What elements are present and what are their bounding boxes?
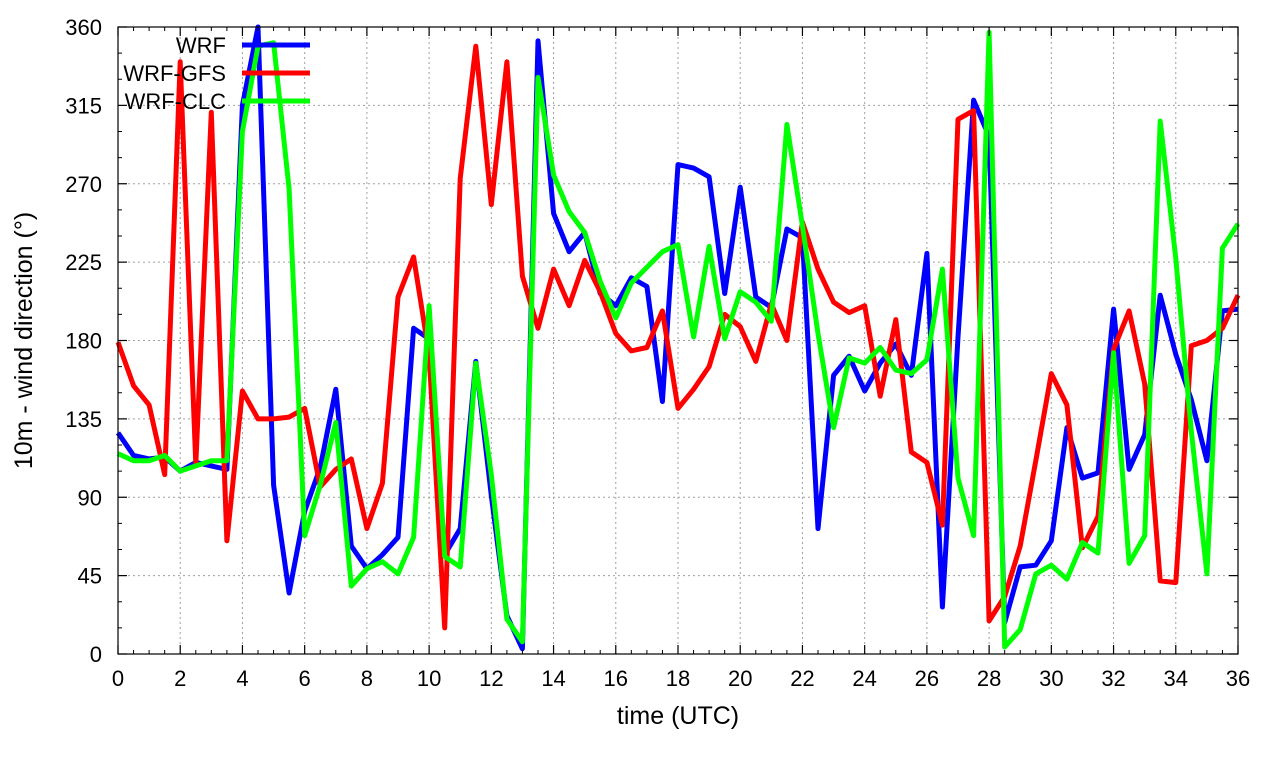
x-tick-label: 10 xyxy=(417,666,441,691)
x-axis-title: time (UTC) xyxy=(617,702,739,730)
x-tick-label: 6 xyxy=(299,666,311,691)
y-axis-title: 10m - wind direction (°) xyxy=(10,212,38,469)
y-tick-label: 225 xyxy=(65,250,102,275)
y-axis-ticks: 0 45 90 135 180 225 270 315 360 xyxy=(65,15,1238,667)
x-tick-label: 18 xyxy=(666,666,690,691)
legend: WRF WRF-GFS WRF-CLC xyxy=(123,33,310,114)
x-tick-label: 36 xyxy=(1226,666,1250,691)
x-tick-label: 20 xyxy=(728,666,752,691)
x-tick-label: 34 xyxy=(1164,666,1188,691)
x-tick-label: 26 xyxy=(915,666,939,691)
y-tick-label: 90 xyxy=(78,485,102,510)
x-tick-label: 32 xyxy=(1101,666,1125,691)
x-tick-label: 12 xyxy=(479,666,503,691)
x-tick-label: 22 xyxy=(790,666,814,691)
y-tick-label: 45 xyxy=(78,564,102,589)
x-tick-label: 0 xyxy=(112,666,124,691)
legend-label-wrf-clc: WRF-CLC xyxy=(125,89,227,114)
y-tick-label: 360 xyxy=(65,15,102,40)
y-tick-label: 0 xyxy=(90,642,102,667)
x-tick-label: 30 xyxy=(1039,666,1063,691)
x-axis-ticks: 0 2 4 6 8 10 12 14 16 18 20 22 24 26 28 30 32 34 36 xyxy=(112,27,1250,691)
series-line-wrf-gfs xyxy=(115,43,1241,631)
series-lines xyxy=(115,24,1241,652)
series-line-wrf-clc xyxy=(116,29,1241,650)
legend-label-wrf: WRF xyxy=(176,33,226,58)
y-tick-label: 270 xyxy=(65,172,102,197)
x-tick-label: 16 xyxy=(604,666,628,691)
x-tick-label: 14 xyxy=(541,666,565,691)
x-tick-label: 2 xyxy=(174,666,186,691)
x-tick-label: 28 xyxy=(977,666,1001,691)
x-tick-label: 8 xyxy=(361,666,373,691)
y-tick-label: 135 xyxy=(65,407,102,432)
y-tick-label: 180 xyxy=(65,329,102,354)
y-tick-label: 315 xyxy=(65,93,102,118)
x-tick-label: 24 xyxy=(852,666,876,691)
legend-label-wrf-gfs: WRF-GFS xyxy=(123,61,226,86)
x-tick-label: 4 xyxy=(236,666,248,691)
